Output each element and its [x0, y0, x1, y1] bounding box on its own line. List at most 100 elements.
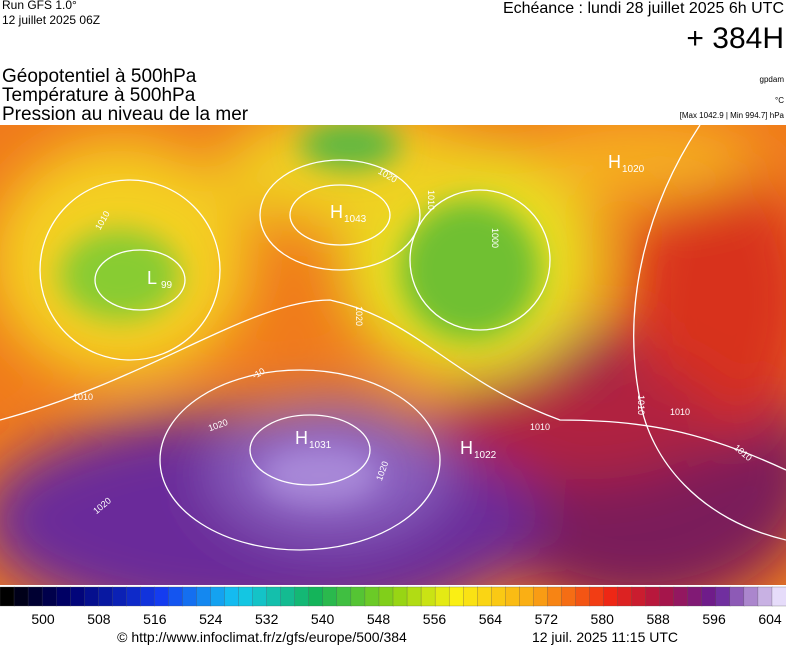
pressure-center-letter: L	[147, 268, 157, 288]
run-date: 12 juillet 2025 06Z	[2, 13, 100, 27]
colorbar-cell	[757, 586, 773, 607]
colorbar-cell	[27, 586, 43, 607]
colorbar-cell	[308, 586, 324, 607]
colorbar-cell	[392, 586, 408, 607]
colorbar-cell	[238, 586, 254, 607]
colorbar-cell	[743, 586, 759, 607]
colorbar-cell	[547, 586, 563, 607]
contour-label: 1010	[670, 407, 690, 417]
colorbar-cell	[715, 586, 731, 607]
colorbar-cell	[617, 586, 633, 607]
isobars	[0, 125, 786, 551]
colorbar-cell	[505, 586, 520, 607]
colorbar-cell	[575, 586, 591, 607]
colorbar-tick-label: 564	[479, 611, 503, 627]
unit-label: °C	[775, 96, 784, 105]
colorbar-cell	[631, 586, 647, 607]
pressure-center-letter: H	[330, 202, 343, 222]
colorbar-tick-label: 532	[255, 611, 279, 627]
colorbar-cell	[645, 586, 661, 607]
colorbar-tick-label: 524	[199, 611, 223, 627]
colorbar-tick-label: 516	[143, 611, 167, 627]
unit-label: gpdam	[760, 75, 785, 84]
colorbar-cell	[84, 586, 99, 607]
colorbar-cell	[0, 586, 15, 607]
colorbar-cell	[140, 586, 156, 607]
colorbar-cell	[350, 586, 366, 607]
contour-label: 1010	[636, 395, 646, 415]
colorbar-cell	[533, 586, 549, 607]
colorbar-cell	[701, 586, 717, 607]
colorbar-tick-label: 588	[646, 611, 670, 627]
colorbar-cell	[322, 586, 338, 607]
pressure-center-value: 1022	[474, 450, 497, 461]
contour-label: 1010	[426, 190, 436, 210]
colorbar-cell	[126, 586, 142, 607]
colorbar-cell	[280, 586, 296, 607]
colorbar-cell	[729, 586, 745, 607]
colorbar-cell	[561, 586, 577, 607]
pressure-center-letter: H	[608, 152, 621, 172]
colorbar-tick-label: 556	[423, 611, 447, 627]
colorbar-cell	[477, 586, 492, 607]
colorbar-cell	[406, 586, 422, 607]
colorbar-cell	[196, 586, 212, 607]
footer-time: 12 juil. 2025 11:15 UTC	[532, 629, 678, 645]
colorbar-cell	[364, 586, 380, 607]
run-label: Run GFS 1.0°	[2, 0, 77, 12]
unit-label: [Max 1042.9 | Min 994.7] hPa	[680, 111, 785, 120]
colorbar-cell	[41, 586, 57, 607]
echeance: Echéance : lundi 28 juillet 2025 6h UTC	[503, 0, 784, 17]
colorbar-tick-label: 548	[367, 611, 391, 627]
colorbar-cell	[673, 586, 689, 607]
colorbar-cell	[519, 586, 535, 607]
colorbar-cell	[182, 586, 198, 607]
colorbar-cell	[420, 586, 436, 607]
colorbar-cell	[463, 586, 478, 607]
colorbar-cell	[378, 586, 394, 607]
lead-time: + 384H	[686, 22, 784, 55]
colorbar-cell	[252, 586, 268, 607]
colorbar-tick-label: 580	[591, 611, 615, 627]
footer-url: © http://www.infoclimat.fr/z/gfs/europe/…	[117, 629, 407, 645]
pressure-center-letter: H	[295, 428, 308, 448]
pressure-center-value: 1043	[344, 214, 367, 225]
contour-label: 1010	[73, 392, 93, 402]
colorbar-cell	[491, 586, 506, 607]
colorbar-tick-label: 596	[702, 611, 726, 627]
colorbar-cell	[112, 586, 127, 607]
field-label: Pression au niveau de la mer	[2, 104, 249, 125]
colorbar-cell	[266, 586, 282, 607]
colorbar-cell	[603, 586, 619, 607]
colorbar-cell	[224, 586, 240, 607]
colorbar-cell	[154, 586, 170, 607]
pressure-center-value: 1020	[622, 164, 645, 175]
field-label: Géopotentiel à 500hPa	[2, 66, 197, 87]
contour-label: 1000	[490, 228, 500, 248]
map	[0, 125, 786, 585]
pressure-center-value: 1031	[309, 440, 332, 451]
colorbar-tick-label: 604	[758, 611, 782, 627]
contour-label: 1020	[354, 306, 364, 326]
colorbar-tick-label: 572	[535, 611, 559, 627]
colorbar-tick-label: 500	[31, 611, 55, 627]
colorbar-cell	[13, 586, 29, 607]
colorbar-cell	[589, 586, 605, 607]
colorbar-tick-label: 540	[311, 611, 335, 627]
colorbar-cell	[55, 586, 71, 607]
colorbar-cell	[434, 586, 450, 607]
colorbar-cell	[659, 586, 675, 607]
contour-label: 1010	[530, 422, 550, 432]
colorbar-cell	[98, 586, 113, 607]
colorbar-cell	[336, 586, 352, 607]
colorbar: 500 508 516 524 532 540 548 556 564 572 580 588 596 6…	[0, 586, 786, 627]
field-label: Température à 500hPa	[2, 85, 196, 106]
colorbar-cell	[70, 586, 85, 607]
colorbar-cell	[210, 586, 226, 607]
colorbar-cell	[294, 586, 310, 607]
colorbar-tick-label: 508	[87, 611, 111, 627]
pressure-center-letter: H	[460, 438, 473, 458]
pressure-center-value: 99	[161, 280, 173, 291]
